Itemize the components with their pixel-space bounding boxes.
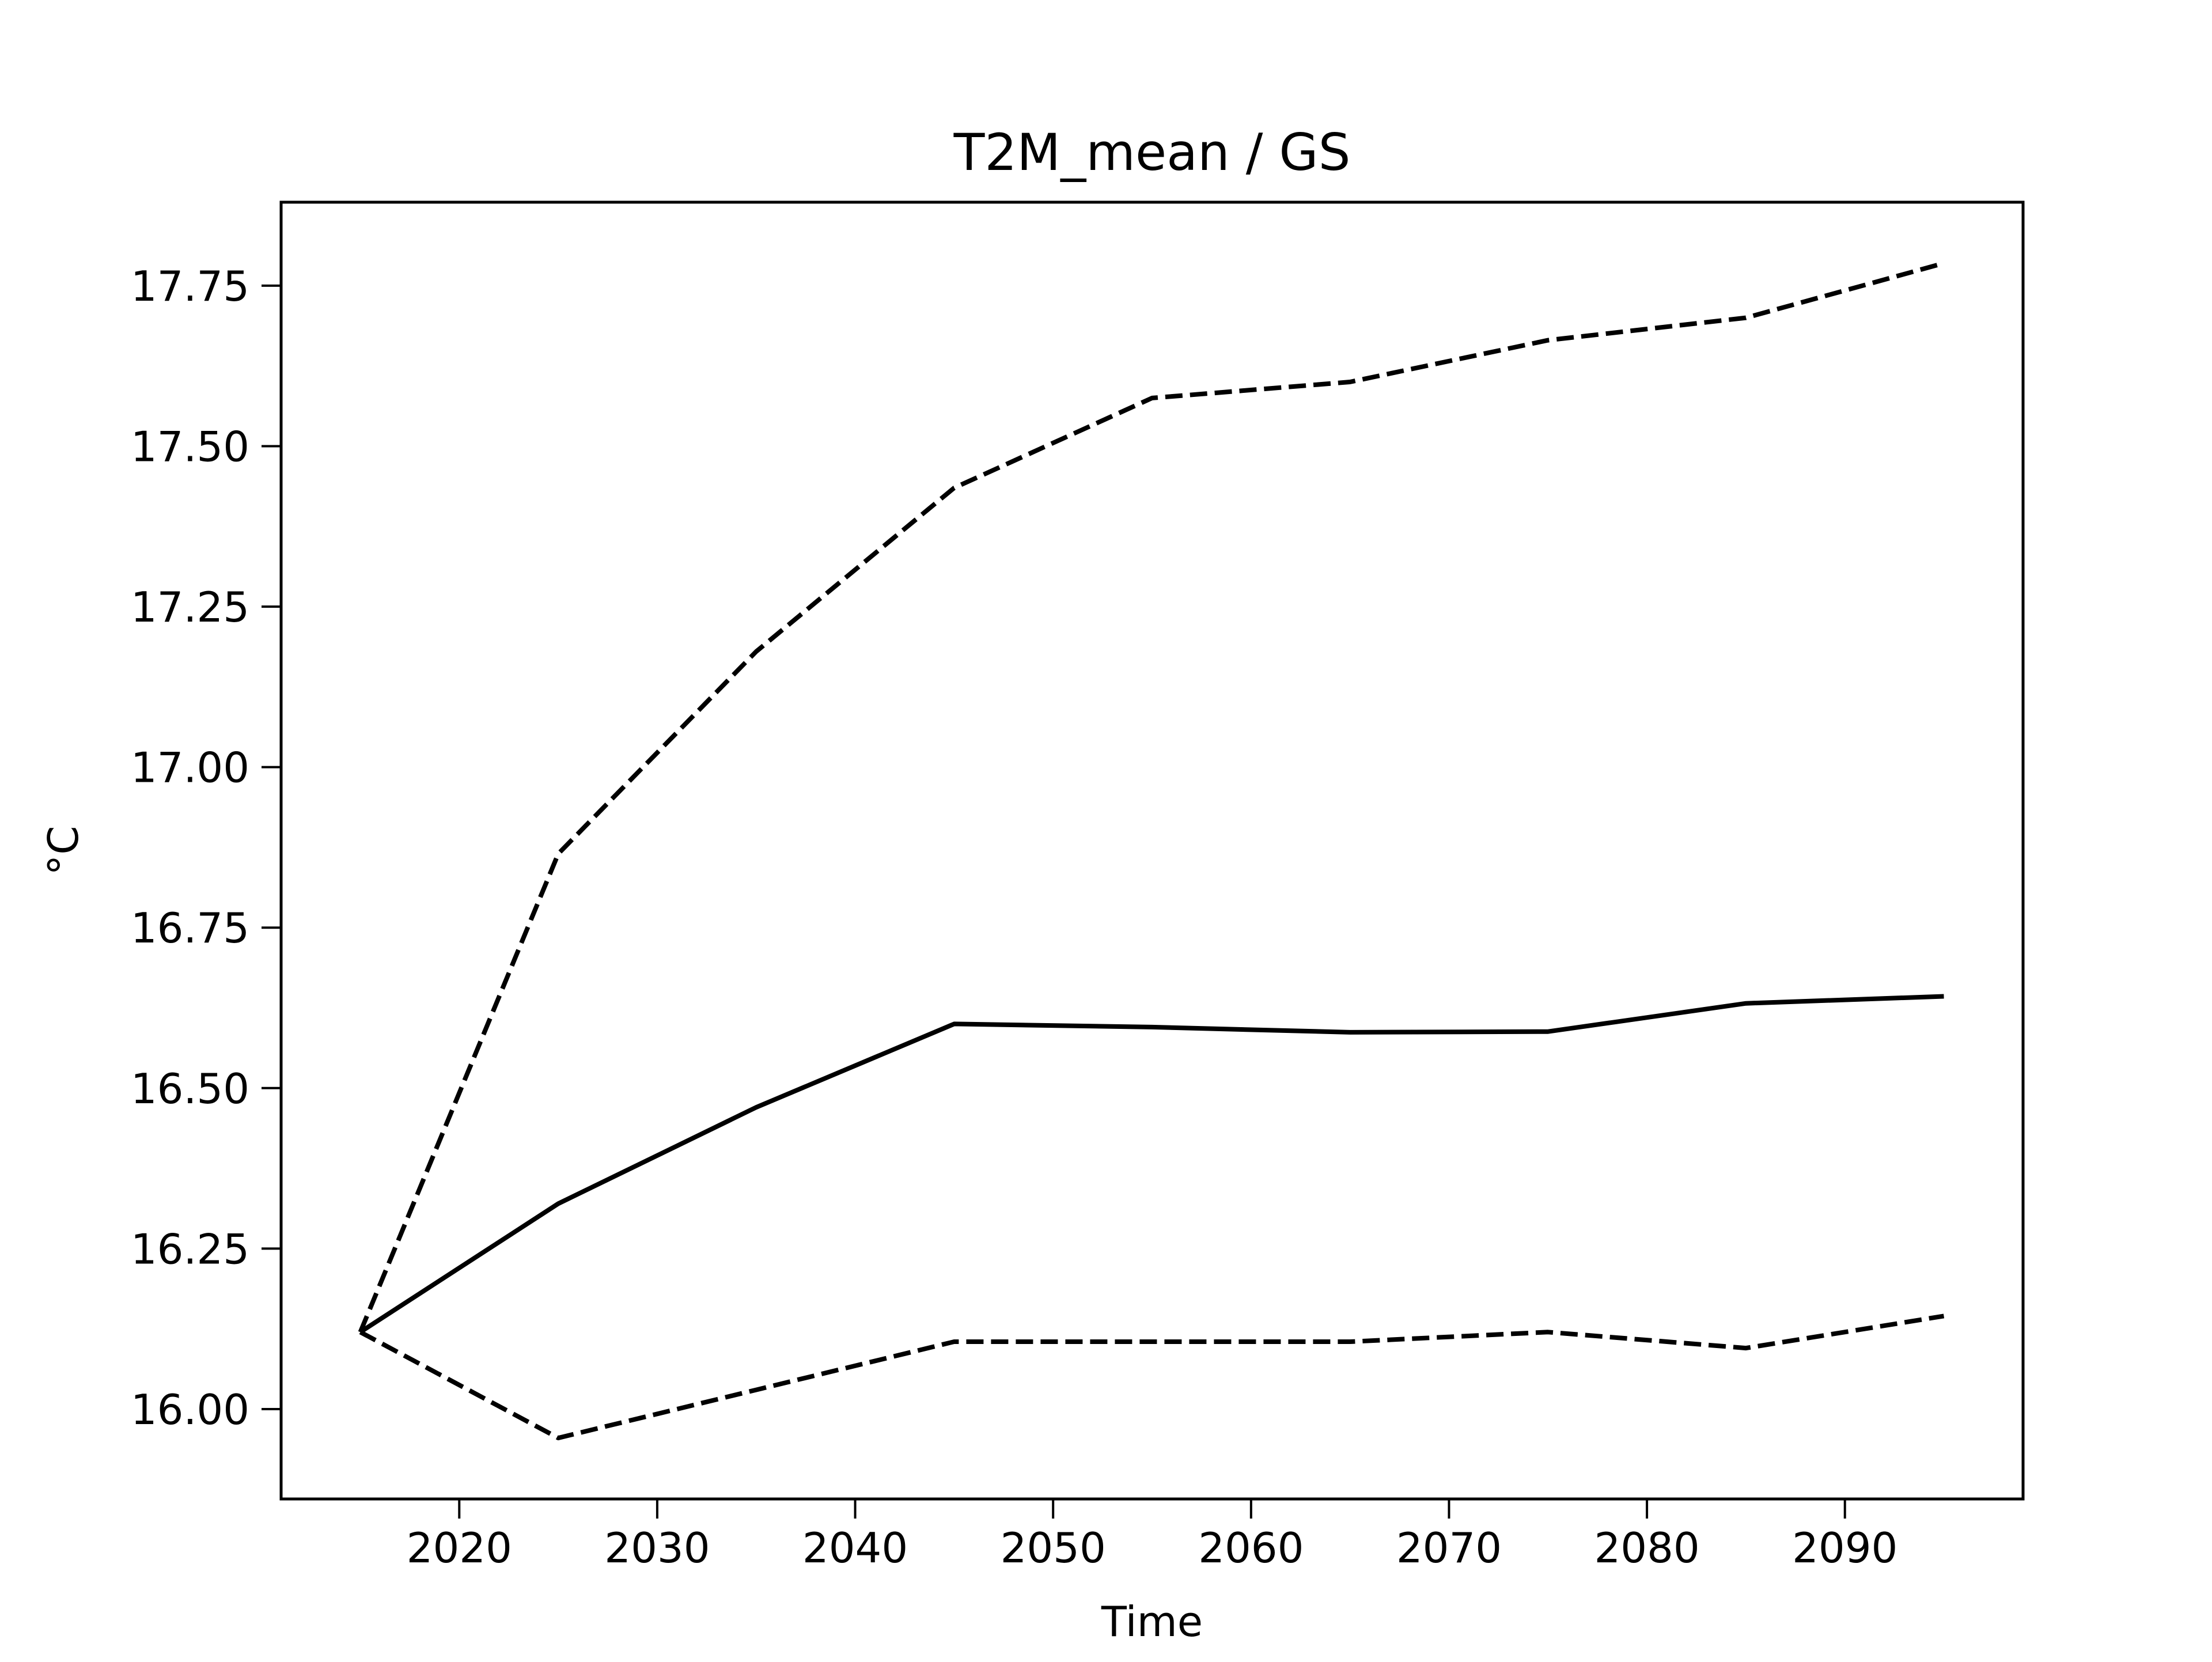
x-tick-label: 2040 bbox=[802, 1524, 908, 1572]
y-tick-label: 16.75 bbox=[131, 904, 249, 952]
x-tick-label: 2090 bbox=[1792, 1524, 1897, 1572]
y-tick-label: 17.25 bbox=[131, 583, 249, 631]
y-tick-label: 16.00 bbox=[131, 1385, 249, 1434]
y-tick-label: 17.00 bbox=[131, 744, 249, 792]
y-tick-label: 17.50 bbox=[131, 422, 249, 471]
x-axis-label: Time bbox=[1101, 1597, 1203, 1646]
ticks-layer: 2020 2030 2040 2050 2060 2070 2080 2090 16.00 16.… bbox=[131, 262, 1897, 1572]
plot-frame bbox=[279, 200, 2025, 1501]
chart-title: T2M_mean / GS bbox=[953, 123, 1351, 182]
x-tick-label: 2030 bbox=[604, 1524, 710, 1572]
y-tick-label: 16.50 bbox=[131, 1065, 249, 1113]
x-tick-label: 2070 bbox=[1396, 1524, 1502, 1572]
x-tick-label: 2060 bbox=[1198, 1524, 1304, 1572]
x-tick-label: 2050 bbox=[1001, 1524, 1106, 1572]
x-tick-label: 2080 bbox=[1594, 1524, 1699, 1572]
series-layer bbox=[358, 261, 1945, 1441]
y-tick-label: 16.25 bbox=[131, 1225, 249, 1273]
dashed-series-line-2 bbox=[358, 261, 1945, 1333]
x-tick-label: 2020 bbox=[407, 1524, 512, 1572]
solid-series-line-1 bbox=[359, 994, 1944, 1334]
dashed-series-line-3 bbox=[359, 1313, 1945, 1441]
y-axis-label: °C bbox=[39, 826, 88, 875]
y-tick-label: 17.75 bbox=[131, 262, 249, 311]
